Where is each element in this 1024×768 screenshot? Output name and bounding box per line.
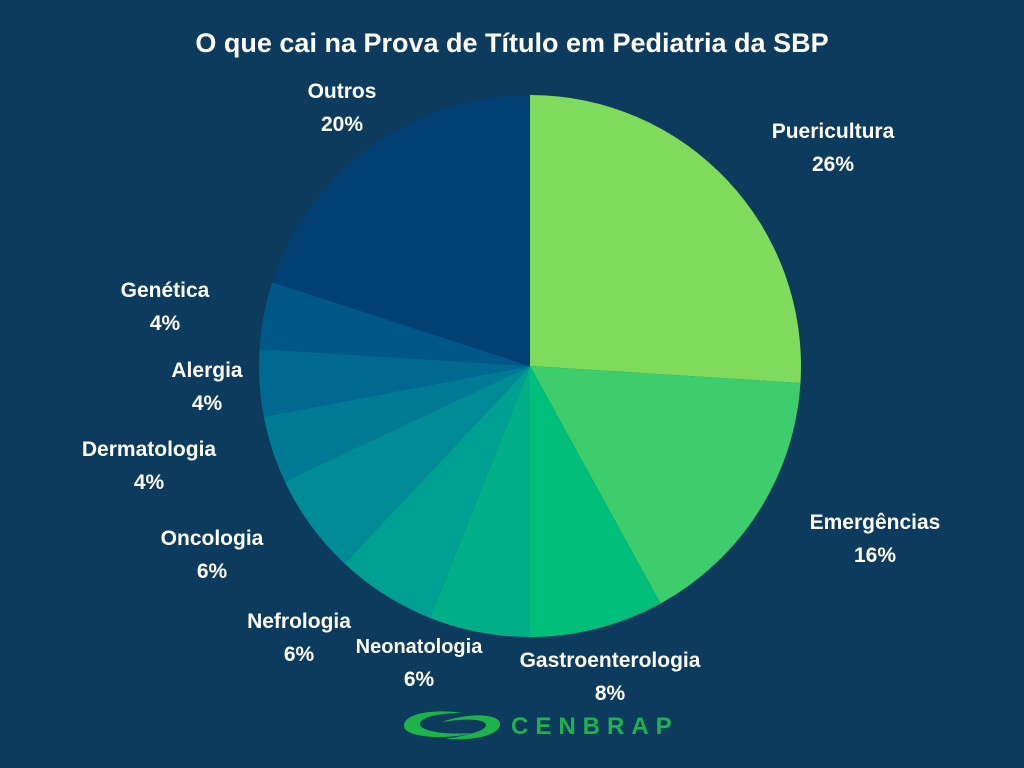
slice-label-genetica: Genética	[121, 279, 210, 302]
pie-slice-nefrologia	[344, 366, 530, 618]
slice-value-nefrologia: 6%	[284, 643, 315, 666]
pie-labels: Puericultura 26% Emergências 16% Gastroenter…	[82, 80, 940, 705]
pie-slice-genetica	[259, 282, 530, 366]
slice-value-puericultura: 26%	[812, 153, 854, 176]
slice-label-dermatologia: Dermatologia	[82, 438, 217, 461]
pie-slice-emergencias	[530, 366, 801, 604]
slice-value-oncologia: 6%	[197, 560, 228, 583]
pie-slice-outros	[272, 95, 530, 366]
slice-label-neonatologia: Neonatologia	[356, 636, 484, 658]
slice-label-oncologia: Oncologia	[161, 527, 264, 550]
slice-label-emergencias: Emergências	[810, 511, 941, 534]
chart-title: O que cai na Prova de Título em Pediatri…	[195, 28, 828, 58]
slice-label-alergia: Alergia	[171, 359, 243, 382]
pie-slice-alergia	[259, 348, 530, 417]
pie-slice-gastroenterologia	[530, 366, 661, 637]
slice-value-gastroenterologia: 8%	[595, 682, 626, 705]
cenbrap-swoosh-icon	[404, 711, 500, 740]
pie-slice-oncologia	[284, 366, 530, 564]
cenbrap-wordmark: CENBRAP	[511, 713, 679, 740]
pie-slice-neonatologia	[430, 366, 530, 637]
cenbrap-logo: CENBRAP	[404, 711, 679, 740]
slice-label-puericultura: Puericultura	[772, 120, 895, 143]
slice-value-emergencias: 16%	[854, 544, 896, 567]
slice-value-dermatologia: 4%	[134, 471, 165, 494]
slice-value-alergia: 4%	[192, 392, 223, 415]
pie-slice-puericultura	[530, 95, 801, 384]
slice-value-outros: 20%	[321, 113, 363, 136]
pie-slice-dermatologia	[263, 366, 530, 482]
slice-label-outros: Outros	[308, 80, 377, 103]
slice-label-nefrologia: Nefrologia	[247, 610, 351, 633]
slice-value-genetica: 4%	[150, 312, 181, 335]
slice-value-neonatologia: 6%	[404, 668, 435, 691]
slice-label-gastroenterologia: Gastroenterologia	[520, 649, 701, 672]
pie-slices	[259, 95, 801, 637]
